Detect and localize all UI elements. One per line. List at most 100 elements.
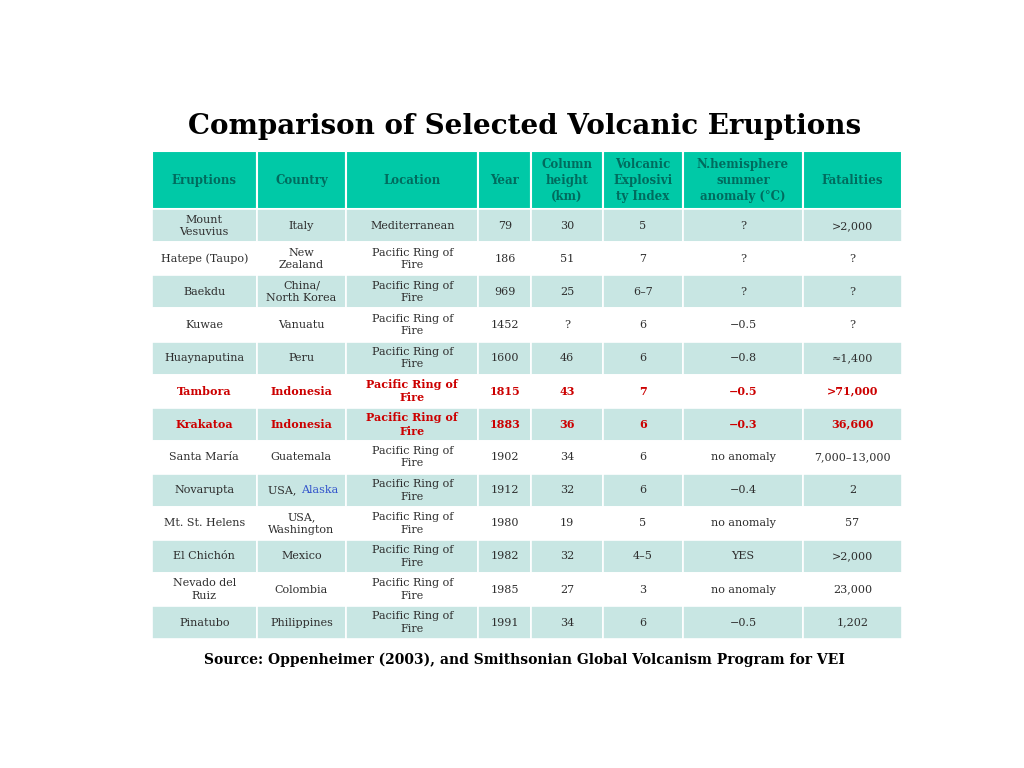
Bar <box>683 606 803 639</box>
Bar <box>257 342 346 375</box>
Bar <box>346 276 478 309</box>
Text: 1902: 1902 <box>490 452 519 462</box>
Bar <box>531 375 602 408</box>
Bar <box>257 309 346 342</box>
Text: Pacific Ring of
Fire: Pacific Ring of Fire <box>372 545 453 568</box>
Text: Italy: Italy <box>289 220 314 231</box>
Text: Location: Location <box>384 174 441 187</box>
Text: 1991: 1991 <box>490 617 519 627</box>
Text: >71,000: >71,000 <box>826 386 879 396</box>
Bar <box>152 342 257 375</box>
Bar <box>683 408 803 441</box>
Text: Santa María: Santa María <box>169 452 240 462</box>
Text: Comparison of Selected Volcanic Eruptions: Comparison of Selected Volcanic Eruption… <box>188 113 861 140</box>
Bar <box>683 375 803 408</box>
Text: 1912: 1912 <box>490 485 519 495</box>
Bar <box>478 209 531 243</box>
Bar <box>257 408 346 441</box>
Text: ?: ? <box>740 287 746 297</box>
Bar <box>152 276 257 309</box>
Bar <box>346 606 478 639</box>
Bar <box>478 441 531 474</box>
Text: 57: 57 <box>846 518 859 528</box>
Bar <box>531 151 602 209</box>
Text: Alaska: Alaska <box>301 485 338 495</box>
Bar <box>478 507 531 540</box>
Text: Indonesia: Indonesia <box>270 386 333 396</box>
Bar <box>531 441 602 474</box>
Bar <box>257 243 346 276</box>
Text: 25: 25 <box>560 287 574 297</box>
Bar <box>683 573 803 606</box>
Text: 32: 32 <box>560 551 574 561</box>
Bar <box>346 309 478 342</box>
Bar <box>346 342 478 375</box>
Bar <box>531 243 602 276</box>
Text: Pacific Ring of
Fire: Pacific Ring of Fire <box>372 247 453 270</box>
Text: Mexico: Mexico <box>282 551 322 561</box>
Bar <box>478 474 531 507</box>
Bar <box>257 276 346 309</box>
Bar <box>803 408 902 441</box>
Bar <box>152 375 257 408</box>
Bar <box>346 474 478 507</box>
Text: 6: 6 <box>639 320 646 330</box>
Bar <box>531 408 602 441</box>
Bar <box>803 243 902 276</box>
Text: Pacific Ring of
Fire: Pacific Ring of Fire <box>367 379 458 403</box>
Text: Pacific Ring of
Fire: Pacific Ring of Fire <box>372 446 453 468</box>
Text: Country: Country <box>275 174 328 187</box>
Text: 43: 43 <box>559 386 574 396</box>
Bar <box>531 606 602 639</box>
Text: 3: 3 <box>639 584 646 594</box>
Text: Philippines: Philippines <box>270 617 333 627</box>
Text: 1982: 1982 <box>490 551 519 561</box>
Bar <box>478 375 531 408</box>
Text: 27: 27 <box>560 584 574 594</box>
Text: 6: 6 <box>639 452 646 462</box>
Text: −0.3: −0.3 <box>729 419 758 430</box>
Bar <box>257 540 346 573</box>
Bar <box>346 151 478 209</box>
Text: 34: 34 <box>560 617 574 627</box>
Text: >2,000: >2,000 <box>831 220 873 231</box>
Bar <box>478 342 531 375</box>
Text: 19: 19 <box>560 518 574 528</box>
Text: 969: 969 <box>495 287 515 297</box>
Bar <box>531 507 602 540</box>
Bar <box>803 606 902 639</box>
Bar <box>683 209 803 243</box>
Bar <box>803 151 902 209</box>
Bar <box>602 151 683 209</box>
Text: Pacific Ring of
Fire: Pacific Ring of Fire <box>372 314 453 336</box>
Bar <box>152 540 257 573</box>
Text: 1980: 1980 <box>490 518 519 528</box>
Text: Pacific Ring of
Fire: Pacific Ring of Fire <box>372 479 453 502</box>
Bar <box>257 606 346 639</box>
Text: 1600: 1600 <box>490 353 519 363</box>
Bar <box>683 309 803 342</box>
Bar <box>152 209 257 243</box>
Bar <box>803 507 902 540</box>
Bar <box>531 209 602 243</box>
Bar <box>803 209 902 243</box>
Text: New
Zealand: New Zealand <box>279 247 324 270</box>
Bar <box>531 474 602 507</box>
Bar <box>478 606 531 639</box>
Text: Kuwae: Kuwae <box>185 320 223 330</box>
Bar <box>683 151 803 209</box>
Bar <box>478 540 531 573</box>
Bar <box>346 507 478 540</box>
Text: Nevado del
Ruiz: Nevado del Ruiz <box>173 578 236 601</box>
Text: −0.8: −0.8 <box>729 353 757 363</box>
Bar <box>478 309 531 342</box>
Bar <box>346 408 478 441</box>
Text: Fatalities: Fatalities <box>821 174 884 187</box>
Bar <box>683 441 803 474</box>
Text: 6–7: 6–7 <box>633 287 652 297</box>
Bar <box>602 573 683 606</box>
Text: Pacific Ring of
Fire: Pacific Ring of Fire <box>372 578 453 601</box>
Text: Column
height
(km): Column height (km) <box>542 157 593 203</box>
Text: 6: 6 <box>639 353 646 363</box>
Text: 32: 32 <box>560 485 574 495</box>
